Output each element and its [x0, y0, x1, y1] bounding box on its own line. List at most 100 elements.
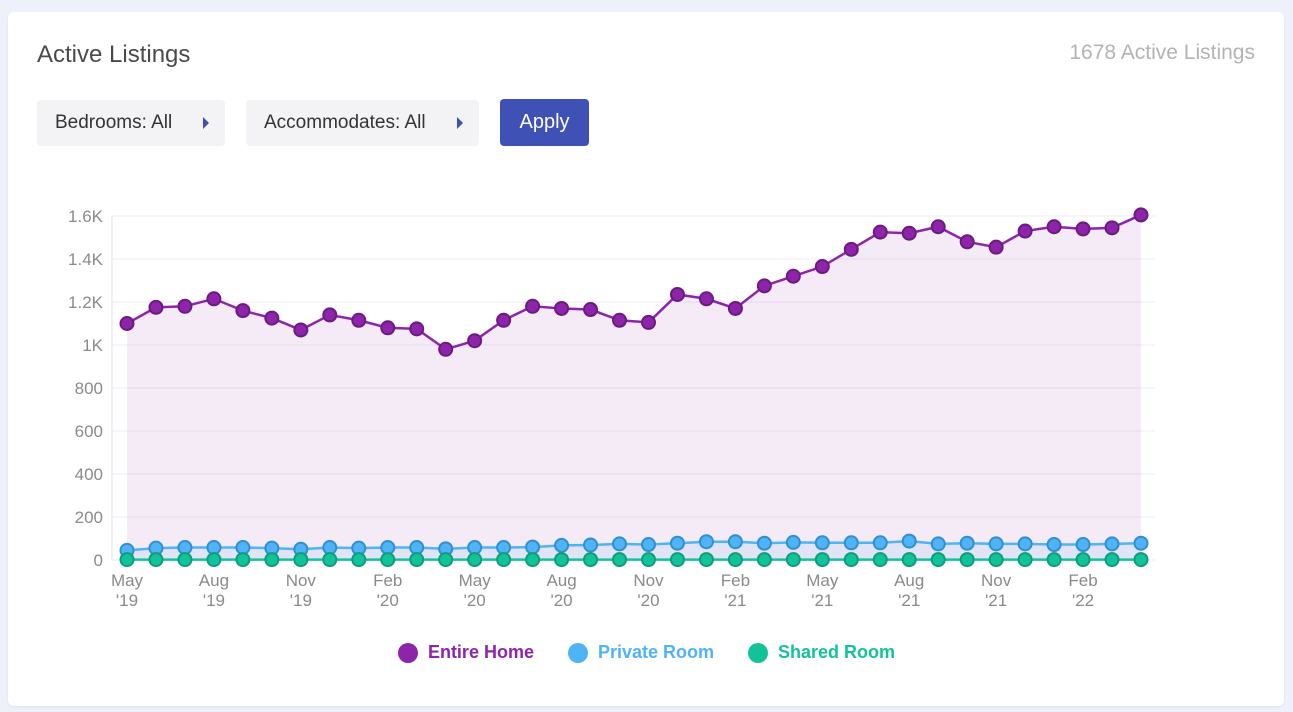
data-point-shared-room[interactable]: [148, 552, 164, 568]
data-point-entire-home[interactable]: [177, 298, 193, 314]
data-point-shared-room[interactable]: [1133, 552, 1149, 568]
data-point-entire-home[interactable]: [1017, 223, 1033, 239]
data-point-entire-home[interactable]: [322, 307, 338, 323]
data-point-entire-home[interactable]: [148, 299, 164, 315]
data-point-entire-home[interactable]: [901, 225, 917, 241]
data-point-private-room[interactable]: [959, 535, 975, 551]
data-point-entire-home[interactable]: [1104, 220, 1120, 236]
data-point-shared-room[interactable]: [1017, 552, 1033, 568]
data-point-entire-home[interactable]: [785, 268, 801, 284]
data-point-private-room[interactable]: [843, 535, 859, 551]
data-point-shared-room[interactable]: [264, 552, 280, 568]
data-point-shared-room[interactable]: [640, 552, 656, 568]
data-point-private-room[interactable]: [525, 539, 541, 555]
data-point-shared-room[interactable]: [698, 552, 714, 568]
data-point-shared-room[interactable]: [293, 552, 309, 568]
data-point-entire-home[interactable]: [843, 241, 859, 257]
data-point-private-room[interactable]: [698, 534, 714, 550]
data-point-entire-home[interactable]: [351, 312, 367, 328]
data-point-entire-home[interactable]: [814, 259, 830, 275]
data-point-private-room[interactable]: [1104, 536, 1120, 552]
bedrooms-filter[interactable]: Bedrooms: All: [37, 100, 225, 146]
data-point-entire-home[interactable]: [293, 322, 309, 338]
data-point-shared-room[interactable]: [467, 552, 483, 568]
data-point-shared-room[interactable]: [554, 552, 570, 568]
data-point-shared-room[interactable]: [409, 552, 425, 568]
data-point-entire-home[interactable]: [1046, 219, 1062, 235]
data-point-shared-room[interactable]: [901, 552, 917, 568]
data-point-shared-room[interactable]: [785, 552, 801, 568]
data-point-private-room[interactable]: [930, 536, 946, 552]
data-point-shared-room[interactable]: [206, 552, 222, 568]
data-point-entire-home[interactable]: [756, 278, 772, 294]
data-point-private-room[interactable]: [1075, 537, 1091, 553]
data-point-shared-room[interactable]: [843, 552, 859, 568]
apply-button[interactable]: Apply: [500, 99, 589, 146]
data-point-shared-room[interactable]: [119, 552, 135, 568]
data-point-shared-room[interactable]: [930, 552, 946, 568]
data-point-shared-room[interactable]: [959, 552, 975, 568]
data-point-entire-home[interactable]: [119, 316, 135, 331]
data-point-entire-home[interactable]: [438, 341, 454, 357]
data-point-private-room[interactable]: [640, 537, 656, 553]
data-point-private-room[interactable]: [901, 533, 917, 549]
data-point-private-room[interactable]: [583, 537, 599, 553]
data-point-entire-home[interactable]: [988, 239, 1004, 255]
data-point-shared-room[interactable]: [872, 552, 888, 568]
data-point-entire-home[interactable]: [698, 291, 714, 307]
data-point-entire-home[interactable]: [1075, 221, 1091, 237]
data-point-private-room[interactable]: [988, 536, 1004, 552]
data-point-entire-home[interactable]: [409, 321, 425, 337]
data-point-entire-home[interactable]: [640, 314, 656, 330]
data-point-entire-home[interactable]: [235, 303, 251, 319]
data-point-shared-room[interactable]: [756, 552, 772, 568]
data-point-shared-room[interactable]: [1046, 552, 1062, 568]
data-point-private-room[interactable]: [1046, 537, 1062, 553]
data-point-entire-home[interactable]: [496, 312, 512, 328]
accommodates-filter[interactable]: Accommodates: All: [246, 100, 479, 146]
data-point-private-room[interactable]: [554, 537, 570, 553]
legend-item-entire-home[interactable]: Entire Home: [397, 642, 534, 663]
data-point-entire-home[interactable]: [930, 219, 946, 235]
data-point-entire-home[interactable]: [467, 333, 483, 349]
data-point-shared-room[interactable]: [525, 552, 541, 568]
data-point-shared-room[interactable]: [235, 552, 251, 568]
data-point-entire-home[interactable]: [554, 300, 570, 316]
data-point-shared-room[interactable]: [322, 552, 338, 568]
data-point-shared-room[interactable]: [814, 552, 830, 568]
data-point-shared-room[interactable]: [1075, 552, 1091, 568]
data-point-entire-home[interactable]: [669, 286, 685, 302]
data-point-private-room[interactable]: [756, 535, 772, 551]
data-point-private-room[interactable]: [727, 534, 743, 550]
data-point-shared-room[interactable]: [988, 552, 1004, 568]
data-point-entire-home[interactable]: [264, 310, 280, 326]
data-point-shared-room[interactable]: [612, 552, 628, 568]
data-point-entire-home[interactable]: [1133, 207, 1149, 223]
legend-item-shared-room[interactable]: Shared Room: [748, 642, 895, 663]
data-point-shared-room[interactable]: [351, 552, 367, 568]
data-point-private-room[interactable]: [1133, 535, 1149, 551]
data-point-entire-home[interactable]: [612, 312, 628, 328]
data-point-private-room[interactable]: [612, 536, 628, 552]
data-point-entire-home[interactable]: [206, 291, 222, 307]
data-point-private-room[interactable]: [814, 535, 830, 551]
data-point-shared-room[interactable]: [583, 552, 599, 568]
data-point-private-room[interactable]: [669, 535, 685, 551]
legend-item-private-room[interactable]: Private Room: [567, 642, 714, 663]
data-point-private-room[interactable]: [872, 535, 888, 551]
data-point-shared-room[interactable]: [177, 552, 193, 568]
data-point-entire-home[interactable]: [959, 234, 975, 250]
data-point-shared-room[interactable]: [1104, 552, 1120, 568]
data-point-entire-home[interactable]: [872, 224, 888, 240]
data-point-entire-home[interactable]: [727, 300, 743, 316]
data-point-entire-home[interactable]: [525, 298, 541, 314]
data-point-entire-home[interactable]: [380, 320, 396, 336]
data-point-private-room[interactable]: [1017, 536, 1033, 552]
data-point-entire-home[interactable]: [583, 302, 599, 318]
data-point-shared-room[interactable]: [727, 552, 743, 568]
data-point-shared-room[interactable]: [669, 552, 685, 568]
data-point-shared-room[interactable]: [496, 552, 512, 568]
data-point-shared-room[interactable]: [438, 552, 454, 568]
data-point-shared-room[interactable]: [380, 552, 396, 568]
data-point-private-room[interactable]: [785, 534, 801, 550]
